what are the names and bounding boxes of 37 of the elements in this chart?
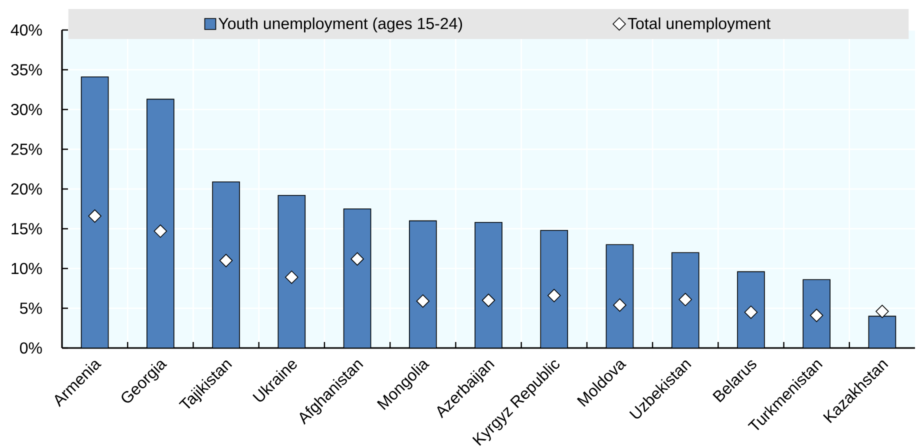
point bbox=[744, 306, 758, 319]
bar bbox=[606, 244, 634, 348]
bar bbox=[278, 194, 306, 348]
legend-label: Youth unemployment (ages 15-24) bbox=[218, 17, 462, 32]
point bbox=[350, 252, 364, 266]
legend-label: Total unemployment bbox=[628, 17, 771, 32]
point bbox=[678, 292, 692, 306]
bar bbox=[146, 98, 174, 348]
bar bbox=[868, 316, 896, 348]
bar bbox=[802, 279, 830, 348]
y-tick-label: 30% bbox=[11, 104, 42, 116]
y-tick-label: 10% bbox=[12, 262, 42, 274]
point bbox=[810, 308, 824, 322]
y-tick-label: 25% bbox=[11, 144, 42, 155]
point bbox=[548, 288, 561, 302]
y-tick-label: 5% bbox=[20, 302, 42, 314]
bar bbox=[408, 220, 437, 348]
y-tick-label: 15% bbox=[12, 223, 42, 234]
y-tick-label: 35% bbox=[11, 64, 42, 76]
point bbox=[613, 298, 626, 312]
bar bbox=[540, 230, 568, 348]
point bbox=[285, 270, 298, 284]
bar bbox=[80, 76, 109, 348]
y-tick-label: 40% bbox=[10, 24, 42, 36]
point bbox=[154, 224, 168, 238]
bar bbox=[474, 222, 502, 348]
point bbox=[482, 294, 496, 307]
point bbox=[876, 304, 889, 318]
point bbox=[219, 254, 233, 268]
y-tick-label: 20% bbox=[11, 183, 42, 195]
y-tick-label: 0% bbox=[20, 342, 42, 354]
bar bbox=[343, 208, 372, 348]
point bbox=[88, 209, 102, 223]
bar bbox=[212, 181, 240, 348]
bar bbox=[737, 271, 765, 348]
point bbox=[416, 294, 430, 308]
bar bbox=[671, 252, 700, 348]
